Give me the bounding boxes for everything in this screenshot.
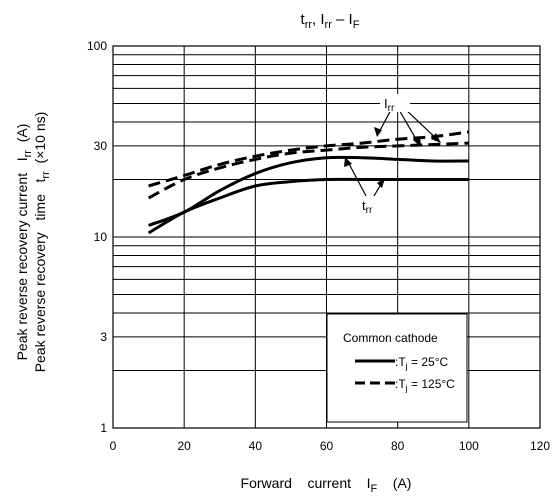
y-tick-label: 3: [100, 330, 107, 344]
y-tick-label: 30: [94, 139, 108, 153]
irr-arrowhead-1: [374, 127, 382, 137]
plot-frame: [112, 45, 541, 429]
x-tick-label: 40: [249, 439, 263, 453]
irr-arrowhead-2: [413, 136, 421, 147]
y-tick-labels: 1 3 10 30 100: [87, 39, 107, 435]
series-line-irr-25c: [148, 155, 469, 227]
y-tick-label: 1: [100, 421, 107, 435]
trr-label-bg: [358, 196, 384, 216]
legend-title: Common cathode: [343, 331, 438, 345]
legend-box: [326, 313, 468, 423]
irr-arrowhead-3: [431, 133, 441, 143]
x-tick-label: 0: [110, 439, 117, 453]
y-axis-label-time: Peak reverse recovery time trr (×10 ns): [32, 112, 52, 373]
x-axis-label: Forward current IF (A): [241, 475, 412, 495]
grid: [112, 45, 541, 429]
irr-annotation: Irr: [384, 96, 395, 114]
trr-arrowhead-1: [344, 157, 352, 167]
annotation-arrowheads: [344, 127, 441, 188]
annotation-leaders: [345, 107, 441, 197]
trr-arrowhead-2: [377, 178, 385, 188]
irr-label-bg: [380, 94, 410, 112]
series-line-trr-125c: [147, 141, 469, 200]
trr-annotation: trr: [362, 198, 373, 216]
chart-title: trr, Irr – IF: [301, 11, 360, 31]
y-tick-label: 10: [94, 230, 108, 244]
data-curves: [147, 130, 470, 235]
legend: Common cathode :Tj = 25°C :Tj = 125°C: [326, 313, 468, 423]
series-line-trr-25c: [147, 177, 469, 235]
y-tick-label: 100: [87, 39, 107, 53]
legend-entry-25: :Tj = 25°C: [395, 355, 448, 371]
x-tick-label: 80: [391, 439, 405, 453]
legend-entry-125: :Tj = 125°C: [395, 377, 455, 393]
x-tick-label: 20: [177, 439, 191, 453]
y-axis-label-current: Peak reverse recovery current Irr (A): [14, 124, 34, 361]
x-tick-label: 120: [530, 439, 550, 453]
x-tick-labels: 0 20 40 60 80 100 120: [110, 439, 551, 453]
x-tick-label: 60: [320, 439, 334, 453]
x-tick-label: 100: [459, 439, 479, 453]
